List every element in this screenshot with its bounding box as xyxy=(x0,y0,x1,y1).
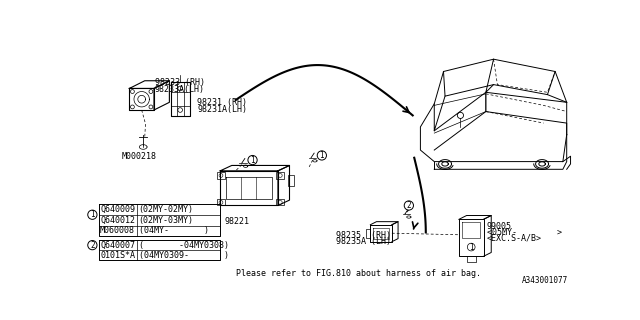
Text: Q640007: Q640007 xyxy=(100,241,135,250)
Text: (04MY-       ): (04MY- ) xyxy=(139,227,209,236)
Text: 1: 1 xyxy=(250,156,255,164)
Text: <05MY-        >: <05MY- > xyxy=(486,228,562,237)
Text: Please refer to FIG.810 about harness of air bag.: Please refer to FIG.810 about harness of… xyxy=(236,269,481,278)
Text: 99005: 99005 xyxy=(486,222,511,231)
Text: 2: 2 xyxy=(90,241,95,250)
Text: 2: 2 xyxy=(406,201,411,210)
Text: Q640009: Q640009 xyxy=(100,205,135,214)
Bar xyxy=(217,172,225,179)
Circle shape xyxy=(248,156,257,165)
Text: 98235A (LH): 98235A (LH) xyxy=(336,237,390,246)
Circle shape xyxy=(404,201,413,210)
Text: (04MY0309-       ): (04MY0309- ) xyxy=(139,251,228,260)
Text: 98221: 98221 xyxy=(225,217,250,226)
Text: <EXC.S-A/B>: <EXC.S-A/B> xyxy=(486,234,541,243)
Text: (02MY-02MY): (02MY-02MY) xyxy=(139,205,193,214)
Text: 98231 (RH): 98231 (RH) xyxy=(197,99,247,108)
Bar xyxy=(276,172,284,179)
Text: 98235  (RH): 98235 (RH) xyxy=(336,231,390,240)
Text: 1: 1 xyxy=(319,151,324,160)
Text: Q640012: Q640012 xyxy=(100,216,135,225)
Text: 1: 1 xyxy=(469,243,474,252)
Text: 1: 1 xyxy=(90,210,95,219)
Text: 98233A(LH): 98233A(LH) xyxy=(155,84,205,93)
Circle shape xyxy=(88,241,97,250)
Text: (       -04MY0308): ( -04MY0308) xyxy=(139,241,228,250)
Text: A343001077: A343001077 xyxy=(522,276,568,285)
Bar xyxy=(217,199,225,205)
Bar xyxy=(276,199,284,205)
Circle shape xyxy=(317,151,326,160)
Text: 0101S*A: 0101S*A xyxy=(100,251,135,260)
Text: 98233 (RH): 98233 (RH) xyxy=(155,78,205,87)
Circle shape xyxy=(88,210,97,219)
Bar xyxy=(288,175,294,186)
Text: 98231A(LH): 98231A(LH) xyxy=(197,105,247,114)
Text: M000218: M000218 xyxy=(122,152,157,161)
Text: M060008: M060008 xyxy=(100,227,135,236)
Text: (02MY-03MY): (02MY-03MY) xyxy=(139,216,193,225)
